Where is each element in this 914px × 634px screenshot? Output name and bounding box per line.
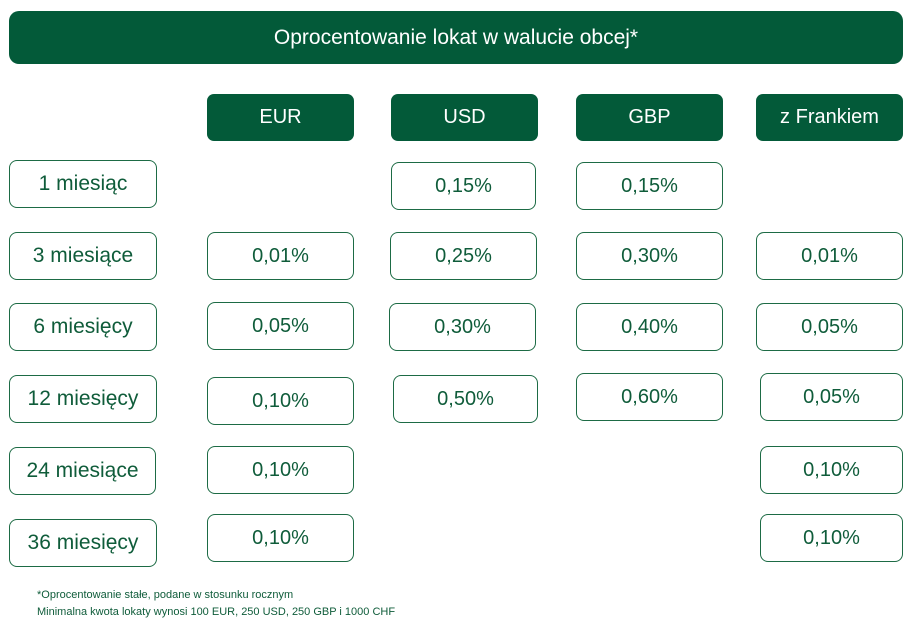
footnote-fixed-rate: *Oprocentowanie stałe, podane w stosunku… bbox=[37, 589, 294, 601]
rate-usd-1m: 0,15% bbox=[391, 162, 536, 210]
rate-chf-6m: 0,05% bbox=[756, 303, 903, 351]
column-header-eur: EUR bbox=[207, 94, 354, 141]
row-label-24m: 24 miesiące bbox=[9, 447, 156, 495]
column-header-chf: z Frankiem bbox=[756, 94, 903, 141]
row-label-3m: 3 miesiące bbox=[9, 232, 157, 280]
rate-eur-6m: 0,05% bbox=[207, 302, 354, 350]
row-label-1m: 1 miesiąc bbox=[9, 160, 157, 208]
rate-gbp-1m: 0,15% bbox=[576, 162, 723, 210]
footnote-minimum-amount: Minimalna kwota lokaty wynosi 100 EUR, 2… bbox=[37, 606, 396, 618]
rate-chf-36m: 0,10% bbox=[760, 514, 903, 562]
page-title: Oprocentowanie lokat w walucie obcej* bbox=[9, 11, 903, 64]
rate-usd-12m: 0,50% bbox=[393, 375, 538, 423]
rate-eur-24m: 0,10% bbox=[207, 446, 354, 494]
rate-usd-3m: 0,25% bbox=[390, 232, 537, 280]
rate-chf-24m: 0,10% bbox=[760, 446, 903, 494]
column-header-usd: USD bbox=[391, 94, 538, 141]
rate-eur-3m: 0,01% bbox=[207, 232, 354, 280]
row-label-36m: 36 miesięcy bbox=[9, 519, 157, 567]
rate-gbp-12m: 0,60% bbox=[576, 373, 723, 421]
rate-gbp-6m: 0,40% bbox=[576, 303, 723, 351]
row-label-6m: 6 miesięcy bbox=[9, 303, 157, 351]
column-header-gbp: GBP bbox=[576, 94, 723, 141]
rate-chf-3m: 0,01% bbox=[756, 232, 903, 280]
rate-eur-12m: 0,10% bbox=[207, 377, 354, 425]
rate-gbp-3m: 0,30% bbox=[576, 232, 723, 280]
rate-chf-12m: 0,05% bbox=[760, 373, 903, 421]
row-label-12m: 12 miesięcy bbox=[9, 375, 157, 423]
rate-eur-36m: 0,10% bbox=[207, 514, 354, 562]
rate-usd-6m: 0,30% bbox=[389, 303, 536, 351]
